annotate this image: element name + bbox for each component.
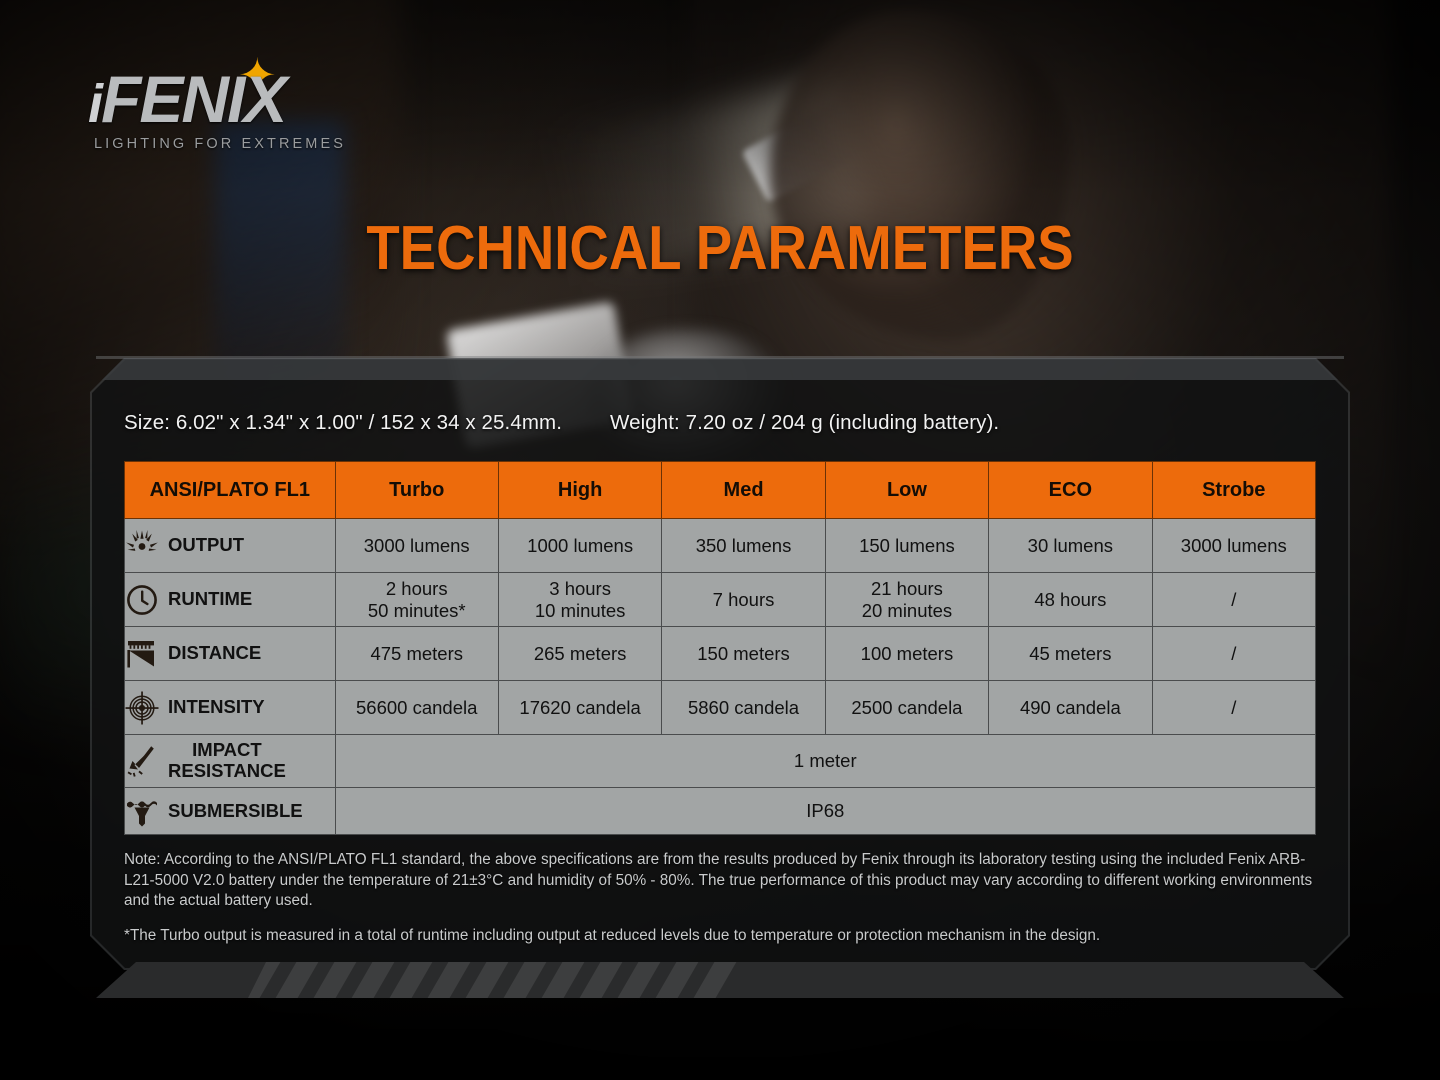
table-cell: 56600 candela <box>334 680 499 735</box>
table-cell: 7 hours <box>661 572 826 627</box>
water-waves-icon <box>125 794 159 828</box>
hazard-stripe <box>348 962 398 998</box>
table-cell: 3 hours 10 minutes <box>497 572 663 627</box>
table-cell: 150 lumens <box>824 518 990 573</box>
panel-frame-top-edge <box>96 356 1344 359</box>
beam-ruler-icon <box>125 637 159 671</box>
row-label-text: IMPACT RESISTANCE <box>168 739 286 781</box>
row-label-runtime: RUNTIME <box>124 572 336 627</box>
hazard-stripe <box>310 962 360 998</box>
table-cell: 48 hours <box>988 572 1153 627</box>
table-row: RUNTIME 2 hours 50 minutes* 3 hours 10 minut… <box>124 572 1317 627</box>
table-cell: 100 meters <box>824 626 990 681</box>
hazard-stripe <box>500 962 550 998</box>
impact-arrow-icon <box>125 744 159 778</box>
row-label-impact-resistance: IMPACT RESISTANCE <box>124 734 336 788</box>
logo-tagline: LIGHTING FOR EXTREMES <box>94 136 347 152</box>
table-cell: 17620 candela <box>497 680 663 735</box>
column-header-strobe: Strobe <box>1151 461 1317 519</box>
table-cell: / <box>1151 626 1317 681</box>
column-header-ansi: ANSI/PLATO FL1 <box>124 461 336 519</box>
table-cell: / <box>1151 572 1317 627</box>
target-icon <box>125 691 159 725</box>
logo-wordmark: iFENIX <box>88 66 287 134</box>
clock-icon <box>125 583 159 617</box>
table-cell: 350 lumens <box>661 518 826 573</box>
panel-frame-top-notch <box>102 358 1338 380</box>
table-cell: 265 meters <box>497 626 663 681</box>
hazard-stripe <box>614 962 664 998</box>
table-body: OUTPUT 3000 lumens 1000 lumens 350 lumens 15… <box>124 518 1317 835</box>
row-label-intensity: INTENSITY <box>124 680 336 735</box>
table-row: INTENSITY 56600 candela 17620 candela 5860 … <box>124 680 1317 735</box>
table-cell: 490 candela <box>988 680 1153 735</box>
hazard-stripes <box>248 962 748 998</box>
row-label-text: DISTANCE <box>168 642 262 664</box>
table-row: DISTANCE 475 meters 265 meters 150 meters 10… <box>124 626 1317 681</box>
table-cell: 150 meters <box>661 626 826 681</box>
table-cell: 3000 lumens <box>1151 518 1317 573</box>
table-cell: 2500 candela <box>824 680 990 735</box>
note-paragraph: Note: According to the ANSI/PLATO FL1 st… <box>124 851 1313 910</box>
table-cell: 45 meters <box>988 626 1153 681</box>
row-label-text: OUTPUT <box>168 534 245 556</box>
size-text: Size: 6.02" x 1.34" x 1.00" / 152 x 34 x… <box>124 411 563 434</box>
table-row: IMPACT RESISTANCE 1 meter <box>124 734 1317 788</box>
row-label-submersible: SUBMERSIBLE <box>124 787 336 835</box>
hazard-stripe <box>576 962 626 998</box>
hazard-stripe <box>690 962 740 998</box>
size-weight-line: Size: 6.02" x 1.34" x 1.00" / 152 x 34 x… <box>124 411 999 435</box>
hazard-stripe <box>272 962 322 998</box>
column-header-high: High <box>497 461 663 519</box>
notes-block: Note: According to the ANSI/PLATO FL1 st… <box>124 850 1320 947</box>
table-cell: 475 meters <box>334 626 499 681</box>
logo-text: FENIX <box>101 62 287 136</box>
fenix-logo: ✦ iFENIX LIGHTING FOR EXTREMES <box>88 52 388 157</box>
row-label-text: SUBMERSIBLE <box>168 799 303 821</box>
hazard-stripe <box>462 962 512 998</box>
hazard-stripe <box>386 962 436 998</box>
row-label-output: OUTPUT <box>124 518 336 573</box>
table-cell: 3000 lumens <box>334 518 499 573</box>
table-cell: 5860 candela <box>661 680 826 735</box>
table-cell: 21 hours 20 minutes <box>824 572 990 627</box>
column-header-eco: ECO <box>988 461 1153 519</box>
row-label-distance: DISTANCE <box>124 626 336 681</box>
column-header-med: Med <box>661 461 826 519</box>
table-cell: 30 lumens <box>988 518 1153 573</box>
column-header-turbo: Turbo <box>334 461 499 519</box>
table-cell: / <box>1151 680 1317 735</box>
page-title: TECHNICAL PARAMETERS <box>366 214 1074 283</box>
table-header-row: ANSI/PLATO FL1 Turbo High Med Low ECO St… <box>124 461 1317 519</box>
table-cell: 2 hours 50 minutes* <box>334 572 499 627</box>
hazard-stripe <box>424 962 474 998</box>
star-icon: ✦ <box>238 49 277 101</box>
weight-text: Weight: 7.20 oz / 204 g (including batte… <box>610 411 1000 434</box>
table-cell: 1000 lumens <box>497 518 663 573</box>
sunburst-icon <box>125 529 159 563</box>
hazard-stripe <box>538 962 588 998</box>
table-row: OUTPUT 3000 lumens 1000 lumens 350 lumens 15… <box>124 518 1317 573</box>
hazard-stripe <box>652 962 702 998</box>
column-header-low: Low <box>824 461 990 519</box>
footnote-paragraph: *The Turbo output is measured in a total… <box>124 926 1101 944</box>
table-row: SUBMERSIBLE IP68 <box>124 787 1317 835</box>
row-label-text: INTENSITY <box>168 696 265 718</box>
logo-initial: i <box>88 74 103 134</box>
row-label-text: RUNTIME <box>168 588 253 610</box>
technical-parameters-table: ANSI/PLATO FL1 Turbo High Med Low ECO St… <box>124 461 1317 835</box>
table-cell-merged: 1 meter <box>334 734 1317 788</box>
table-cell-merged: IP68 <box>334 787 1317 835</box>
